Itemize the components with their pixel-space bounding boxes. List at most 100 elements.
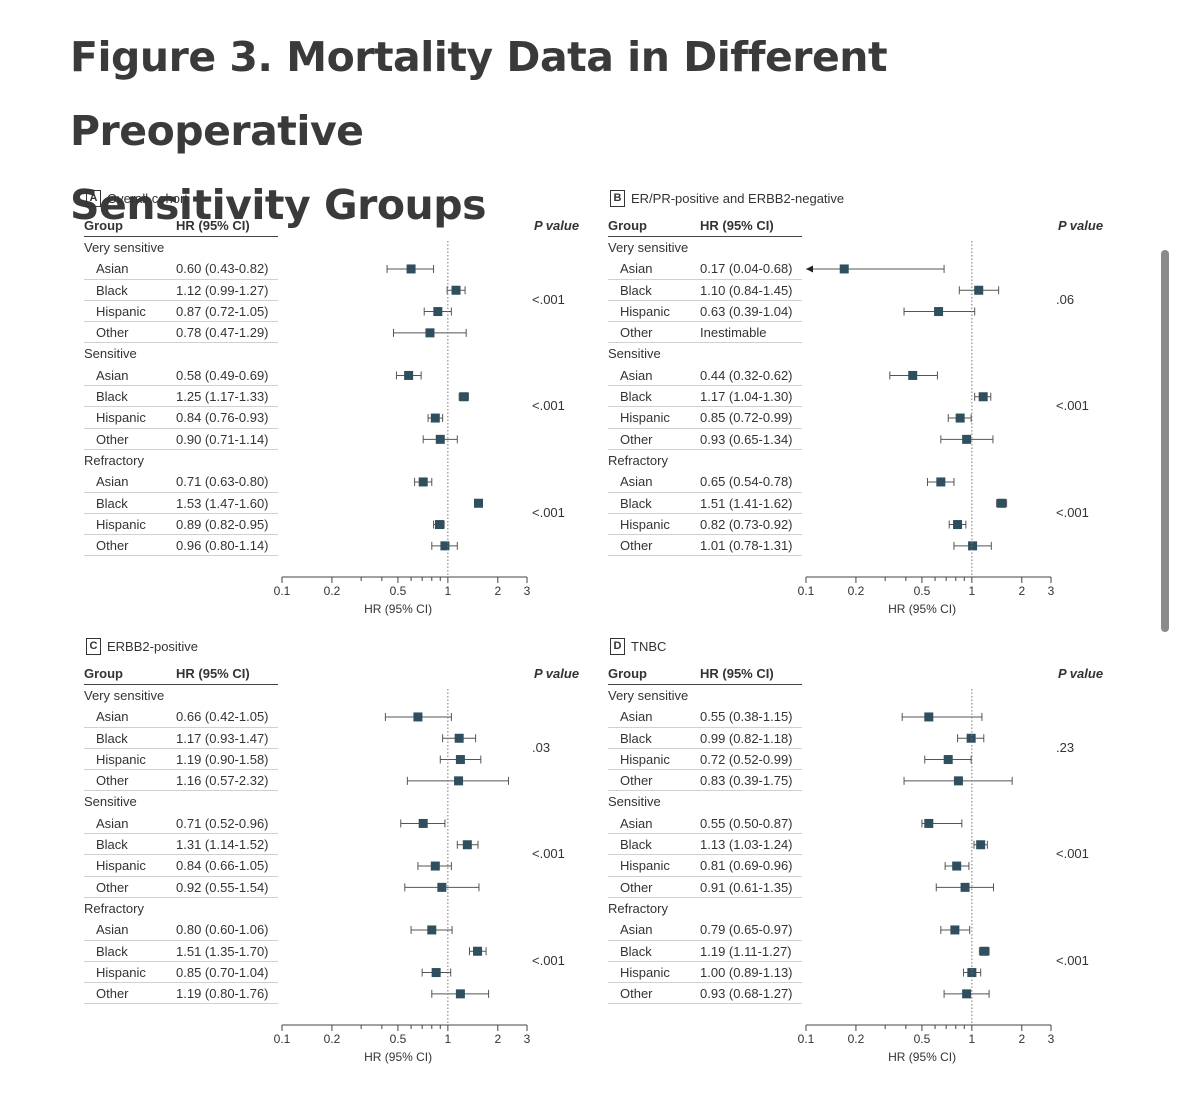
- x-tick-label: 3: [524, 1032, 531, 1046]
- hr-marker: [955, 413, 965, 423]
- table-row: Black 1.51 (1.35-1.70): [84, 941, 278, 962]
- p-value: <.001: [532, 398, 565, 414]
- row-hr-ci: 1.25 (1.17-1.33): [176, 389, 269, 405]
- hr-marker: [404, 370, 414, 380]
- column-header-hr: HR (95% CI): [176, 218, 250, 233]
- table-row: Black 1.10 (0.84-1.45): [608, 280, 802, 301]
- x-tick-label: 2: [494, 1032, 501, 1046]
- row-group: Hispanic: [620, 858, 670, 874]
- hr-marker: [953, 776, 963, 786]
- forest-plot-svg: 0.1 0.2 0.5 1 2 3: [798, 689, 1055, 1046]
- hr-marker: [473, 946, 483, 956]
- forest-panel-b: B ER/PR-positive and ERBB2-negative Group H…: [608, 189, 1128, 619]
- hr-marker: [962, 434, 972, 444]
- hr-marker: [960, 882, 970, 892]
- table-row: Asian 0.80 (0.60-1.06): [84, 919, 278, 941]
- row-hr-ci: 0.17 (0.04-0.68): [700, 261, 793, 277]
- x-tick-label: 2: [1018, 584, 1025, 598]
- hr-marker: [459, 392, 469, 402]
- row-group: Black: [620, 730, 652, 746]
- panel-title: ER/PR-positive and ERBB2-negative: [631, 190, 845, 206]
- x-axis-title: HR (95% CI): [888, 602, 957, 616]
- table-row: Other 0.91 (0.61-1.35): [608, 877, 802, 898]
- section-label: Very sensitive: [84, 240, 165, 255]
- table-row: Other 0.93 (0.68-1.27): [608, 983, 802, 1005]
- x-tick-label: 0.5: [390, 1032, 407, 1046]
- row-hr-ci: 0.93 (0.65-1.34): [700, 431, 793, 447]
- hr-marker: [473, 498, 483, 508]
- table-row: Other 0.96 (0.80-1.14): [84, 535, 278, 557]
- row-group: Black: [620, 495, 652, 511]
- x-tick-label: 3: [1048, 584, 1055, 598]
- row-hr-ci: 0.84 (0.66-1.05): [176, 858, 269, 874]
- header-rule: [84, 684, 278, 685]
- section-label: Refractory: [84, 900, 144, 916]
- table-row: Asian 0.44 (0.32-0.62): [608, 365, 802, 387]
- row-group: Asian: [620, 815, 653, 831]
- section-label: Very sensitive: [608, 688, 689, 703]
- table-row: Other 0.78 (0.47-1.29): [84, 322, 278, 344]
- row-group: Hispanic: [96, 410, 146, 426]
- table-row: Asian 0.71 (0.52-0.96): [84, 813, 278, 835]
- hr-marker: [952, 861, 962, 871]
- table-row: Hispanic 1.19 (0.90-1.58): [84, 749, 278, 771]
- table-row: Asian 0.17 (0.04-0.68): [608, 258, 802, 280]
- row-hr-ci: 0.71 (0.52-0.96): [176, 815, 269, 831]
- table-rows: Very sensitive Asian 0.66 (0.42-1.05) Black…: [84, 685, 278, 1005]
- row-hr-ci: 0.55 (0.50-0.87): [700, 815, 793, 831]
- hr-marker: [976, 840, 986, 850]
- table-row: Hispanic 0.85 (0.72-0.99): [608, 407, 802, 429]
- table-row: Asian 0.55 (0.38-1.15): [608, 706, 802, 728]
- row-hr-ci: 0.85 (0.70-1.04): [176, 964, 269, 980]
- p-value: <.001: [532, 291, 565, 307]
- table-row: Other 1.16 (0.57-2.32): [84, 770, 278, 792]
- panel-title: Overall cohort: [107, 190, 188, 206]
- table-row: Other Inestimable: [608, 322, 802, 344]
- row-group: Other: [96, 986, 129, 1002]
- row-hr-ci: 1.17 (1.04-1.30): [700, 389, 793, 405]
- panel-letter: C: [86, 637, 101, 655]
- hr-marker: [997, 498, 1007, 508]
- column-header-p-value: P value: [534, 666, 580, 681]
- section-label: Sensitive: [84, 794, 137, 810]
- forest-plot-svg: 0.1 0.2 0.5 1 2 3: [274, 241, 531, 598]
- panel-letter: B: [610, 189, 625, 207]
- table-row: Black 1.53 (1.47-1.60): [84, 493, 278, 514]
- row-hr-ci: 0.96 (0.80-1.14): [176, 538, 269, 554]
- table-row: Hispanic 0.72 (0.52-0.99): [608, 749, 802, 771]
- table-rows: Very sensitive Asian 0.60 (0.43-0.82) Black…: [84, 237, 278, 557]
- hr-marker: [435, 434, 445, 444]
- row-group: Asian: [620, 261, 653, 277]
- column-header-hr: HR (95% CI): [700, 218, 774, 233]
- x-tick-label: 0.5: [914, 584, 931, 598]
- row-group: Black: [96, 495, 128, 511]
- column-header-hr: HR (95% CI): [700, 666, 774, 681]
- row-group: Black: [96, 282, 128, 298]
- hr-marker: [425, 328, 435, 338]
- x-tick-label: 0.5: [390, 584, 407, 598]
- section-label: Sensitive: [84, 346, 137, 362]
- table-row: Black 1.19 (1.11-1.27): [608, 941, 802, 962]
- hr-marker: [430, 413, 440, 423]
- table-row: Hispanic 0.82 (0.73-0.92): [608, 514, 802, 536]
- header-rule: [84, 236, 278, 237]
- hr-marker: [437, 882, 447, 892]
- scrollbar[interactable]: [1161, 250, 1169, 632]
- table-row: Hispanic 0.85 (0.70-1.04): [84, 962, 278, 984]
- section-label: Refractory: [608, 900, 668, 916]
- row-hr-ci: 0.89 (0.82-0.95): [176, 516, 269, 532]
- row-hr-ci: 1.01 (0.78-1.31): [700, 538, 793, 554]
- x-axis-title: HR (95% CI): [888, 1050, 957, 1064]
- row-group: Hispanic: [96, 303, 146, 319]
- row-group: Asian: [96, 815, 129, 831]
- row-hr-ci: 0.55 (0.38-1.15): [700, 709, 793, 725]
- row-group: Black: [620, 389, 652, 405]
- row-group: Other: [620, 431, 653, 447]
- row-group: Black: [620, 943, 652, 959]
- table-row: Hispanic 0.89 (0.82-0.95): [84, 514, 278, 536]
- x-tick-label: 0.5: [914, 1032, 931, 1046]
- hr-marker: [413, 712, 423, 722]
- row-hr-ci: 0.92 (0.55-1.54): [176, 879, 269, 895]
- table-row: Asian 0.71 (0.63-0.80): [84, 471, 278, 493]
- row-hr-ci: 1.12 (0.99-1.27): [176, 282, 269, 298]
